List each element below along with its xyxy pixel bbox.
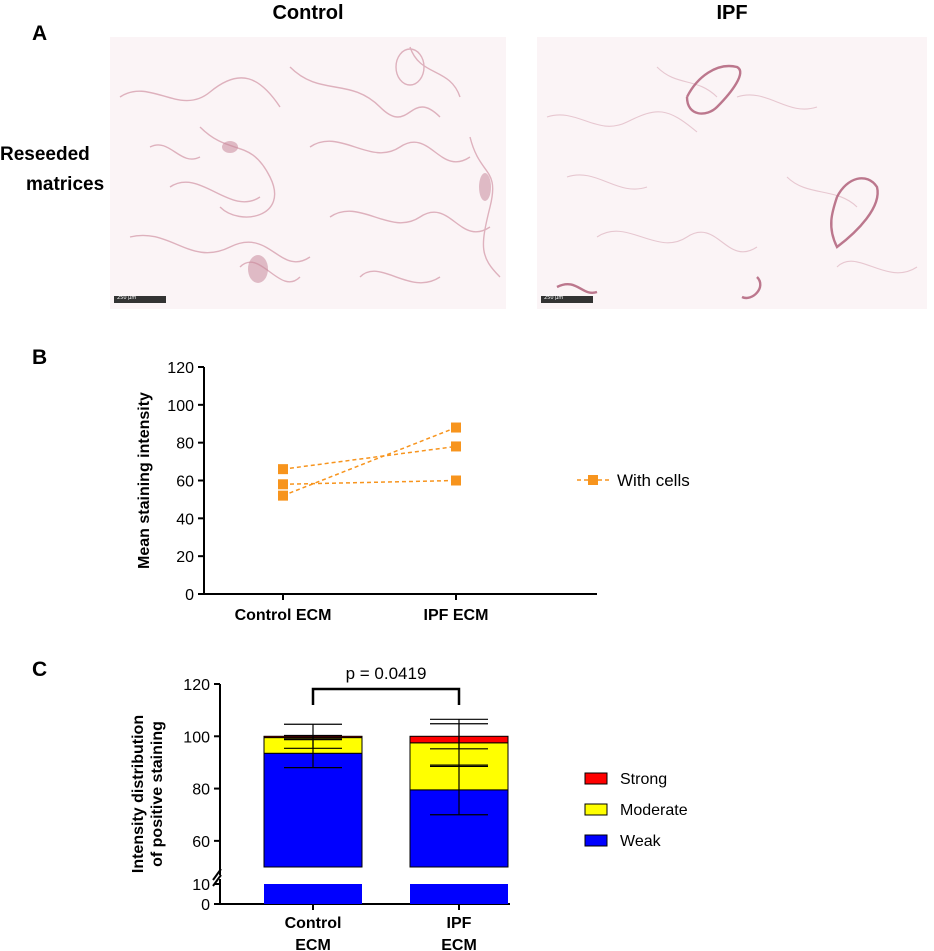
micrograph-ipf-texture	[546, 64, 918, 300]
scale-bar-control: 250 μm	[114, 295, 166, 303]
y-tick-label: 60	[192, 834, 210, 851]
y-tick-label: 40	[176, 511, 194, 528]
series-line	[282, 479, 457, 486]
x-tick-label: IPF ECM	[424, 607, 489, 624]
data-point	[451, 422, 461, 433]
panel-a-letter: A	[32, 22, 48, 45]
y-tick-label: 120	[167, 360, 194, 377]
bar-weak-lower	[410, 884, 508, 904]
data-point	[451, 441, 461, 452]
axis-break-mark	[212, 868, 222, 881]
column-title-ipf: IPF	[716, 2, 748, 24]
x-tick-label-line-1: Control	[285, 915, 342, 932]
x-tick-label-line-2: ECM	[441, 937, 477, 951]
legend-label-strong: Strong	[620, 771, 667, 788]
y-axis-label-line-1: Intensity distribution	[130, 715, 147, 873]
micrograph-ipf: 250 μm	[537, 37, 927, 309]
scale-bar-ipf: 250 μm	[541, 295, 593, 303]
bar-weak-upper	[263, 752, 363, 868]
data-point	[278, 479, 288, 490]
y-tick-label: 80	[192, 782, 210, 799]
legend-label: With cells	[617, 471, 690, 490]
y-axis-label-line-2: of positive staining	[149, 721, 166, 867]
y-tick-label: 100	[183, 729, 210, 746]
legend-swatch-weak	[584, 834, 608, 847]
y-tick-label: 0	[185, 587, 194, 604]
y-tick-label: 0	[201, 897, 210, 914]
chart-b: 0 20 40 60 80 100 120 Control ECM IPF ECM Mean st…	[136, 360, 690, 624]
significance-bracket	[311, 687, 461, 705]
y-tick-label: 20	[176, 549, 194, 566]
data-point	[278, 464, 288, 475]
x-tick-label-line-1: IPF	[447, 915, 472, 932]
scale-bar-label-control: 250 μm	[117, 295, 137, 301]
legend-swatch-strong	[584, 772, 608, 785]
y-tick-label: 60	[176, 474, 194, 491]
row-label-line-1: Reseeded	[0, 144, 90, 165]
legend-label-moderate: Moderate	[620, 802, 688, 819]
scale-bar-label-ipf: 250 μm	[544, 295, 564, 301]
panel-c-letter: C	[32, 658, 48, 681]
panel-b-letter: B	[32, 346, 48, 369]
y-tick-label: 80	[176, 436, 194, 453]
y-axis-label: Mean staining intensity	[136, 392, 153, 569]
row-label: Reseeded matrices	[0, 140, 104, 200]
chart-c: 0 10 60 80 100 120 Intensity distribution of po…	[130, 664, 688, 951]
micrograph-control: 250 μm	[110, 37, 506, 309]
column-title-control: Control	[272, 2, 344, 24]
legend-swatch-moderate	[584, 803, 608, 816]
y-tick-label: 120	[183, 677, 210, 694]
data-point	[451, 475, 461, 486]
bar-weak-lower	[264, 884, 362, 904]
data-point	[278, 490, 288, 501]
micrograph-control-texture	[119, 46, 501, 284]
y-tick-label: 10	[192, 877, 210, 894]
series-line	[282, 445, 457, 470]
legend-marker	[588, 475, 598, 485]
p-value-annotation: p = 0.0419	[346, 664, 427, 683]
y-tick-label: 100	[167, 398, 194, 415]
legend-label-weak: Weak	[620, 833, 662, 850]
x-tick-label: Control ECM	[235, 607, 332, 624]
row-label-line-2: matrices	[26, 174, 105, 195]
x-tick-label-line-2: ECM	[295, 937, 331, 951]
series-line	[282, 426, 457, 497]
